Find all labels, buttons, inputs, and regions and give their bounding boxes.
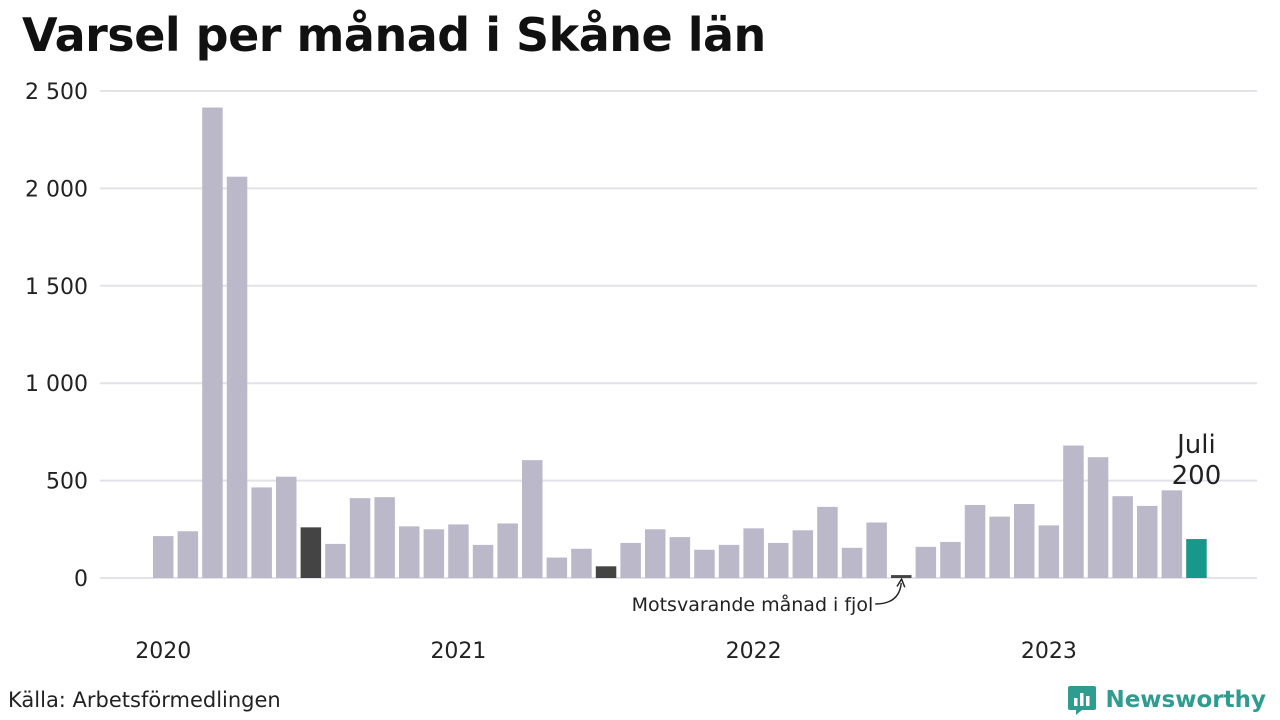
y-tick-label: 2 000 — [25, 177, 88, 202]
bar-2020-10 — [374, 497, 395, 578]
x-year-label: 2021 — [430, 639, 486, 664]
bar-2023-06 — [1161, 490, 1183, 578]
bar-2021-05 — [546, 557, 568, 578]
bar-2020-07 — [300, 527, 322, 578]
bar-2021-02 — [472, 544, 494, 578]
y-tick-label: 2 500 — [25, 80, 88, 105]
bar-2021-04 — [522, 460, 543, 578]
highlight-value-label: 200 — [1172, 461, 1222, 491]
chart-title: Varsel per månad i Skåne län — [22, 8, 766, 62]
bar-2022-09 — [940, 541, 961, 578]
bar-2022-03 — [792, 530, 814, 578]
x-year-label: 2022 — [726, 639, 782, 664]
bar-2021-11 — [694, 549, 715, 578]
bar-2023-05 — [1137, 505, 1158, 578]
bar-2022-12 — [1014, 503, 1035, 578]
bar-2022-10 — [964, 504, 986, 578]
bar-2023-01 — [1038, 525, 1060, 578]
bar-2022-07 — [891, 575, 912, 578]
bar-2022-08 — [915, 546, 937, 578]
bar-2020-11 — [399, 526, 420, 578]
y-tick-label: 1 000 — [25, 372, 88, 397]
bars — [153, 107, 1207, 579]
y-tick-label: 0 — [74, 567, 88, 592]
bar-2023-07 — [1186, 539, 1207, 578]
bar-2022-04 — [817, 506, 838, 578]
bar-2021-09 — [645, 529, 666, 578]
bar-2020-09 — [349, 498, 371, 578]
annotation-arrow — [875, 583, 901, 605]
bar-2020-03 — [202, 107, 223, 579]
y-tick-label: 1 500 — [25, 275, 88, 300]
x-year-label: 2023 — [1021, 639, 1077, 664]
brand-logo: Newsworthy — [1067, 683, 1266, 717]
bar-2023-02 — [1063, 445, 1084, 578]
bar-2021-08 — [620, 542, 641, 578]
bar-2022-02 — [768, 542, 789, 578]
newsworthy-logo-icon — [1068, 686, 1097, 715]
bar-2021-07 — [595, 566, 617, 578]
bar-2021-03 — [497, 523, 518, 578]
y-tick-label: 500 — [46, 470, 88, 495]
bar-2023-03 — [1087, 457, 1109, 578]
y-axis-ticks: 0 500 1 000 1 500 2 000 2 500 — [25, 80, 88, 592]
bar-2020-05 — [251, 487, 272, 578]
x-axis-year-labels: 2020 2021 2022 2023 — [135, 639, 1077, 664]
bar-2020-04 — [226, 176, 248, 578]
bar-2020-06 — [276, 476, 297, 578]
bar-2021-10 — [669, 537, 691, 578]
bar-2021-06 — [571, 548, 592, 578]
bar-2023-04 — [1112, 496, 1133, 578]
bar-2022-11 — [989, 516, 1010, 578]
bar-2021-01 — [448, 524, 469, 578]
brand-name: Newsworthy — [1105, 687, 1266, 713]
bar-2020-01 — [153, 536, 174, 578]
bar-2020-12 — [423, 529, 445, 578]
source-note: Källa: Arbetsförmedlingen — [8, 688, 281, 712]
bar-2021-12 — [718, 544, 740, 578]
highlight-month-label: Juli — [1175, 430, 1216, 460]
bar-2022-05 — [841, 547, 863, 578]
bar-2022-01 — [743, 528, 764, 578]
x-year-label: 2020 — [135, 639, 191, 664]
bar-2020-02 — [177, 531, 199, 578]
bar-2020-08 — [325, 543, 346, 578]
bar-2022-06 — [866, 522, 887, 578]
previous-year-annotation: Motsvarande månad i fjol — [632, 593, 874, 616]
